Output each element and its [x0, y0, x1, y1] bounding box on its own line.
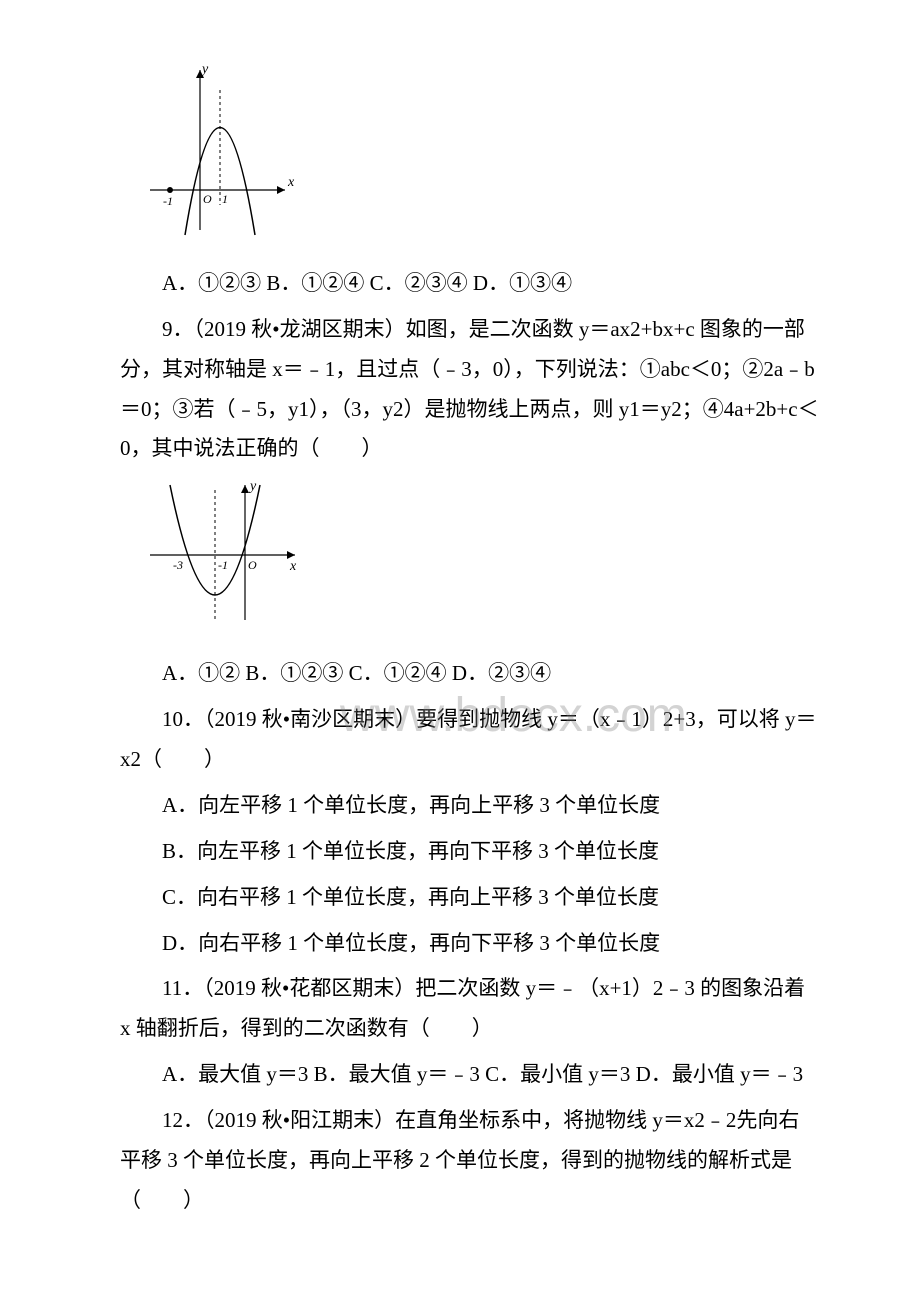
- origin-label: O: [203, 192, 212, 206]
- neg3-label: -3: [173, 558, 183, 572]
- q11-options: A．最大值 y＝3 B．最大值 y＝﹣3 C．最小值 y＝3 D．最小值 y＝﹣…: [120, 1055, 820, 1095]
- x-label-2: x: [289, 559, 297, 574]
- q10-option-b: B．向左平移 1 个单位长度，再向下平移 3 个单位长度: [120, 832, 820, 872]
- origin-label-2: O: [248, 558, 257, 572]
- neg1-label: -1: [163, 194, 173, 208]
- figure-1-parabola: y x -1 O 1: [140, 60, 820, 254]
- q10-option-d: D．向右平移 1 个单位长度，再向下平移 3 个单位长度: [120, 924, 820, 964]
- one-label: 1: [222, 192, 228, 206]
- point-neg1: [167, 187, 173, 193]
- q12-stem: 12．（2019 秋•阳江期末）在直角坐标系中，将抛物线 y＝x2﹣2先向右平移…: [120, 1101, 820, 1221]
- q8-options: A．①②③ B．①②④ C．②③④ D．①③④: [120, 264, 820, 304]
- q9-stem: 9．（2019 秋•龙湖区期末）如图，是二次函数 y＝ax2+bx+c 图象的一…: [120, 310, 820, 470]
- x-arrow-2: [287, 551, 295, 559]
- q10-option-a: A．向左平移 1 个单位长度，再向上平移 3 个单位长度: [120, 786, 820, 826]
- x-arrow: [277, 186, 285, 194]
- y-arrow-2: [241, 485, 249, 493]
- q10-option-c: C．向右平移 1 个单位长度，再向上平移 3 个单位长度: [120, 878, 820, 918]
- neg1-label-2: -1: [218, 558, 228, 572]
- x-label: x: [287, 175, 295, 190]
- q10-stem: 10．（2019 秋•南沙区期末）要得到抛物线 y＝（x﹣1）2+3，可以将 y…: [120, 700, 820, 780]
- figure-2-parabola: y x -3 -1 O: [140, 475, 820, 644]
- q11-stem: 11．（2019 秋•花都区期末）把二次函数 y＝﹣（x+1）2﹣3 的图象沿着…: [120, 969, 820, 1049]
- y-label-2: y: [248, 479, 257, 494]
- y-label: y: [200, 62, 209, 77]
- q9-options: A．①② B．①②③ C．①②④ D．②③④: [120, 654, 820, 694]
